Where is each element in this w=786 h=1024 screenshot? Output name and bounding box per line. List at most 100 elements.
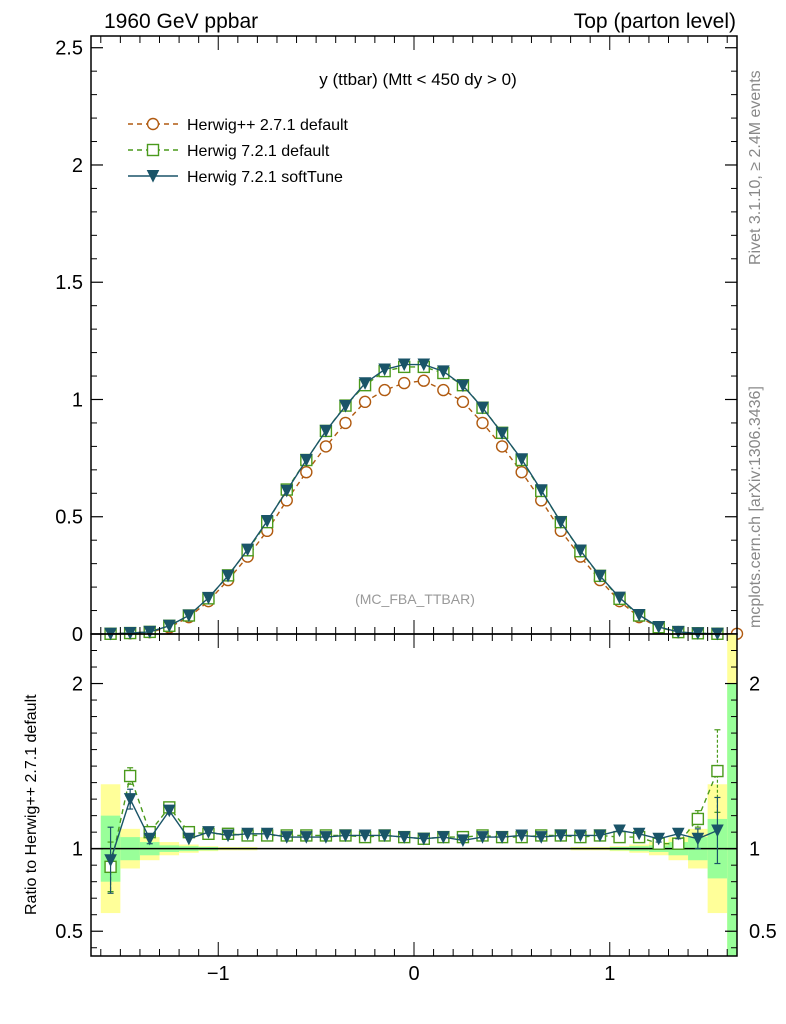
mcplots-label: mcplots.cern.ch [arXiv:1306.3436]	[747, 386, 764, 628]
y-tick-label: 2	[72, 155, 83, 177]
data-point	[339, 400, 352, 413]
data-point	[437, 365, 450, 378]
data-point	[319, 424, 333, 438]
legend-label: Herwig++ 2.7.1 default	[187, 117, 349, 134]
ratio-data-point	[652, 832, 666, 846]
ratio-data-point	[260, 827, 274, 841]
data-point	[202, 591, 215, 605]
data-point	[574, 544, 587, 558]
ratio-data-point	[162, 804, 176, 818]
data-point	[417, 374, 430, 387]
ratio-data-point	[456, 834, 470, 848]
data-point	[221, 569, 235, 583]
ratio-data-point	[711, 824, 724, 838]
data-point	[593, 569, 607, 583]
ratio-data-point	[123, 769, 137, 783]
y-tick-label: 1	[72, 389, 83, 411]
legend-marker	[146, 117, 160, 131]
ratio-data-point	[417, 832, 431, 846]
data-point	[358, 395, 372, 409]
data-point	[671, 625, 685, 639]
data-point	[495, 440, 509, 453]
ratio-data-point	[202, 826, 215, 839]
data-point	[280, 484, 294, 498]
legend-marker	[146, 170, 160, 183]
ratio-data-point	[593, 829, 607, 843]
ratio-data-point	[691, 812, 705, 826]
data-point	[456, 379, 470, 393]
ratio-y-label: Ratio to Herwig++ 2.7.1 default	[23, 694, 40, 915]
data-point	[300, 465, 313, 479]
ratio-y-tick-label-right: 2	[749, 674, 760, 696]
data-point	[652, 620, 666, 634]
data-point	[123, 627, 137, 640]
main-panel: 0 0.5 1 1.5 2 2.5 y (ttbar) (Mtt < 450 dy > 0…	[55, 35, 744, 646]
ratio-data-point	[123, 793, 137, 806]
ratio-panel: 0.5 0.5 1 1 2 2 −1 0 1 Ratio to Herwig++ 2.7.1 d…	[23, 633, 777, 985]
data-point	[495, 427, 509, 440]
ratio-data-point	[437, 831, 450, 844]
x-tick-label: −1	[207, 963, 230, 985]
analysis-watermark: (MC_FBA_TTBAR)	[355, 591, 475, 607]
data-point	[241, 543, 254, 557]
legend: Herwig++ 2.7.1 default Herwig 7.2.1 defau…	[128, 117, 349, 186]
x-tick-label: 1	[604, 963, 615, 985]
ratio-data-point	[632, 827, 646, 841]
header-right: Top (parton level)	[574, 10, 736, 33]
ratio-data-point	[711, 764, 724, 778]
ratio-data-point	[280, 831, 294, 844]
data-point	[358, 377, 372, 390]
ratio-data-point	[613, 824, 626, 838]
ratio-y-tick-label: 2	[72, 674, 83, 696]
data-point	[554, 516, 568, 529]
ratio-data-point	[104, 854, 117, 867]
ratio-y-tick-label: 1	[72, 839, 83, 861]
ratio-series-line	[109, 797, 718, 861]
ratio-data-point	[495, 831, 509, 844]
data-point	[397, 358, 411, 372]
data-point	[260, 514, 274, 528]
ratio-data-point	[339, 829, 352, 843]
data-point	[398, 376, 411, 390]
y-tick-label: 0.5	[55, 507, 83, 529]
ratio-data-point	[241, 827, 254, 841]
data-point	[476, 416, 489, 430]
ratio-data-point	[534, 831, 548, 844]
ratio-data-point	[182, 832, 196, 846]
data-point	[456, 395, 470, 409]
x-tick-label: 0	[408, 963, 419, 985]
data-point	[378, 383, 391, 397]
ratio-data-point	[515, 829, 528, 843]
ratio-data-point	[358, 829, 372, 843]
data-point	[515, 453, 528, 466]
ratio-data-point	[378, 829, 391, 843]
legend-label: Herwig 7.2.1 softTune	[187, 169, 343, 186]
data-point	[162, 619, 176, 633]
data-point	[182, 609, 196, 623]
data-point	[300, 453, 313, 467]
y-tick-label: 0	[72, 624, 83, 646]
rivet-label: Rivet 3.1.10, ≥ 2.4M events	[747, 70, 764, 265]
data-point	[417, 358, 431, 372]
legend-marker	[146, 143, 160, 157]
uncertainty-band-green	[727, 683, 737, 956]
data-point	[143, 625, 157, 639]
ratio-data-point	[397, 831, 411, 844]
ratio-data-point	[554, 829, 568, 843]
ratio-data-point	[143, 832, 157, 846]
data-point	[613, 591, 626, 605]
data-point	[378, 363, 391, 377]
ratio-y-tick-label-right: 0.5	[749, 921, 777, 943]
data-point	[515, 465, 528, 479]
y-tick-label: 1.5	[55, 272, 83, 294]
ratio-data-point	[300, 831, 313, 844]
ratio-data-point	[476, 831, 489, 844]
ratio-series-line	[109, 770, 719, 867]
ratio-data-point	[319, 831, 333, 844]
data-point	[632, 609, 646, 622]
y-tick-label: 2.5	[55, 38, 83, 60]
data-point	[534, 484, 548, 497]
data-point	[437, 383, 450, 397]
ratio-data-point	[574, 829, 587, 843]
